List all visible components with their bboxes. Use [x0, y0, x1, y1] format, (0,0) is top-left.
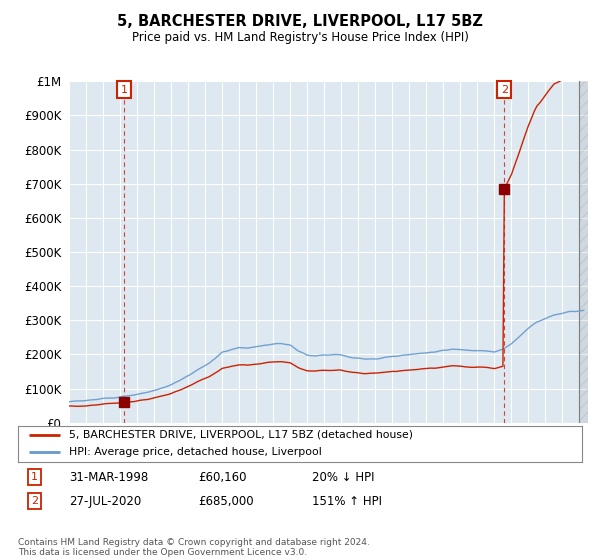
Text: HPI: Average price, detached house, Liverpool: HPI: Average price, detached house, Live…	[69, 447, 322, 457]
Text: Contains HM Land Registry data © Crown copyright and database right 2024.
This d: Contains HM Land Registry data © Crown c…	[18, 538, 370, 557]
Text: £685,000: £685,000	[198, 494, 254, 508]
Text: 27-JUL-2020: 27-JUL-2020	[69, 494, 141, 508]
Bar	[580, 81, 590, 423]
Text: 20% ↓ HPI: 20% ↓ HPI	[312, 470, 374, 484]
Text: 2: 2	[31, 496, 38, 506]
Text: £60,160: £60,160	[198, 470, 247, 484]
Text: 31-MAR-1998: 31-MAR-1998	[69, 470, 148, 484]
Text: 1: 1	[31, 472, 38, 482]
Text: 5, BARCHESTER DRIVE, LIVERPOOL, L17 5BZ: 5, BARCHESTER DRIVE, LIVERPOOL, L17 5BZ	[117, 14, 483, 29]
Text: 5, BARCHESTER DRIVE, LIVERPOOL, L17 5BZ (detached house): 5, BARCHESTER DRIVE, LIVERPOOL, L17 5BZ …	[69, 430, 413, 440]
Text: Price paid vs. HM Land Registry's House Price Index (HPI): Price paid vs. HM Land Registry's House …	[131, 31, 469, 44]
Text: 1: 1	[121, 85, 128, 95]
Text: 151% ↑ HPI: 151% ↑ HPI	[312, 494, 382, 508]
Text: 2: 2	[501, 85, 508, 95]
